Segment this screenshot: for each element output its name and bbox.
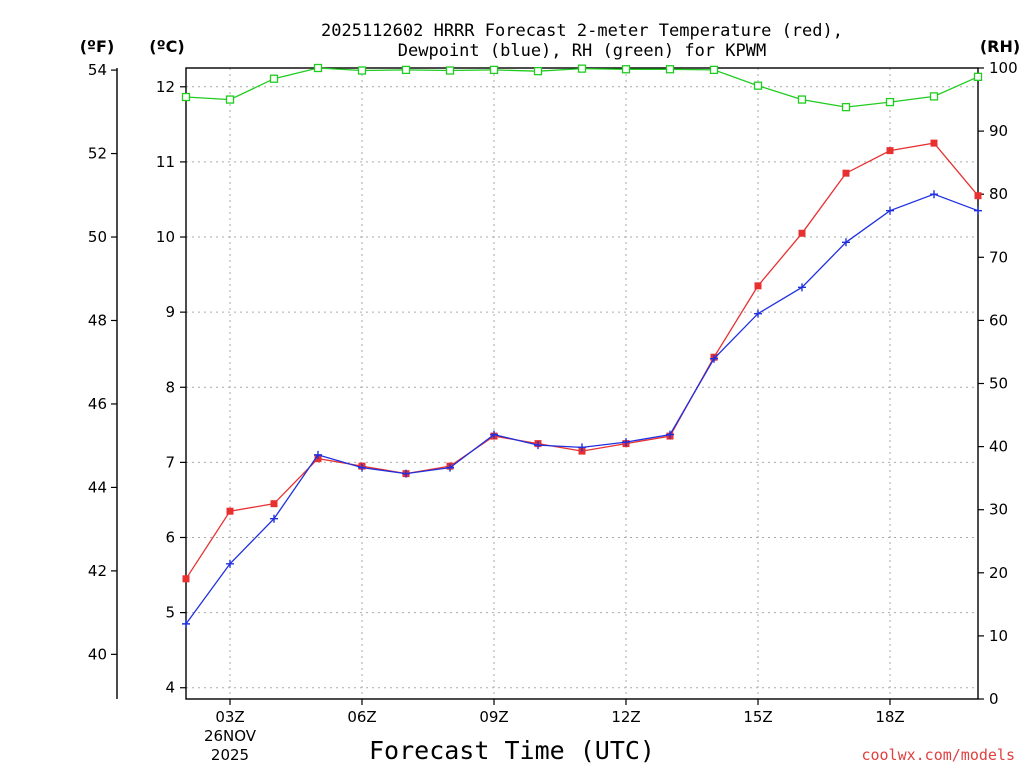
- rh-data-point: [797, 95, 807, 104]
- celsius-tick-label: 6: [165, 528, 175, 546]
- celsius-tick-label: 12: [156, 78, 175, 96]
- rh-data-point: [665, 65, 675, 74]
- rh-data-point: [269, 74, 279, 83]
- temperature-data-point: [754, 282, 762, 290]
- celsius-tick-label: 5: [165, 604, 175, 622]
- celsius-tick-label: 10: [156, 228, 175, 246]
- dewpoint-data-point: [358, 463, 366, 472]
- grid-lines: [186, 68, 978, 699]
- celsius-tick-label: 8: [165, 378, 175, 396]
- credit-text: coolwx.com/models: [861, 746, 1015, 764]
- dewpoint-data-point: [578, 443, 586, 452]
- data-series: [181, 63, 983, 628]
- celsius-tick-label: 11: [156, 153, 175, 171]
- rh-tick-label: 30: [989, 501, 1008, 519]
- dewpoint-data-point: [710, 354, 718, 363]
- dewpoint-data-point: [622, 438, 630, 447]
- fahrenheit-tick-label: 50: [88, 228, 107, 246]
- dewpoint-data-point: [226, 559, 234, 568]
- dewpoint-data-point: [798, 283, 806, 292]
- x-tick-label: 15Z: [743, 708, 772, 726]
- x-tick-label: 03Z: [215, 708, 244, 726]
- rh-data-point: [621, 65, 631, 74]
- temperature-series-line: [185, 142, 979, 580]
- x-axis-label: Forecast Time (UTC): [369, 736, 655, 765]
- x-tick-label: 18Z: [875, 708, 904, 726]
- x-tick-date: 26NOV: [204, 727, 257, 745]
- rh-data-point: [313, 63, 323, 73]
- fahrenheit-tick-label: 52: [88, 145, 107, 163]
- rh-data-point: [401, 65, 411, 75]
- rh-series-line: [185, 67, 979, 108]
- dewpoint-data-point: [182, 619, 190, 628]
- rh-data-point: [533, 67, 543, 76]
- dewpoint-data-point: [534, 441, 542, 450]
- rh-tick-label: 20: [989, 564, 1008, 582]
- dewpoint-data-point: [754, 309, 762, 318]
- rh-tick-label: 40: [989, 438, 1008, 456]
- plot-frame: [185, 67, 979, 700]
- fahrenheit-tick-label: 46: [88, 395, 107, 413]
- rh-data-point: [753, 81, 763, 90]
- rh-tick-label: 100: [989, 59, 1018, 77]
- unit-label-rh: (RH): [980, 37, 1020, 56]
- fahrenheit-tick-label: 44: [88, 478, 107, 496]
- rh-data-point: [225, 95, 235, 104]
- temperature-data-point: [974, 192, 982, 200]
- x-tick-label: 09Z: [479, 708, 508, 726]
- temperature-data-point: [886, 147, 894, 155]
- unit-label-fahrenheit: (ºF): [80, 37, 115, 56]
- temperature-data-point: [842, 169, 850, 177]
- chart-title-line2: Dewpoint (blue), RH (green) for KPWM: [398, 41, 766, 61]
- rh-data-point: [181, 92, 191, 102]
- x-tick-label: 06Z: [347, 708, 376, 726]
- temperature-data-point: [226, 507, 234, 515]
- rh-tick-label: 50: [989, 375, 1008, 393]
- rh-data-point: [929, 92, 939, 101]
- rh-tick-label: 0: [989, 690, 999, 708]
- dewpoint-data-point: [446, 463, 454, 472]
- rh-data-point: [841, 102, 851, 112]
- rh-data-point: [885, 97, 895, 107]
- rh-tick-label: 10: [989, 627, 1008, 645]
- axes: [111, 67, 984, 705]
- dewpoint-data-point: [314, 450, 322, 459]
- x-tick-label: 12Z: [611, 708, 640, 726]
- rh-tick-label: 70: [989, 248, 1008, 266]
- rh-data-point: [973, 72, 983, 81]
- chart-title-line1: 2025112602 HRRR Forecast 2-meter Tempera…: [321, 21, 843, 41]
- temperature-data-point: [182, 575, 190, 583]
- temperature-data-point: [270, 500, 278, 508]
- rh-data-point: [577, 64, 587, 73]
- dewpoint-data-point: [930, 190, 938, 199]
- dewpoint-data-point: [666, 430, 674, 439]
- x-tick-year: 2025: [211, 746, 249, 764]
- temperature-data-point: [930, 139, 938, 147]
- celsius-tick-label: 4: [165, 679, 175, 697]
- rh-data-point: [709, 65, 719, 75]
- rh-data-point: [445, 66, 455, 75]
- dewpoint-data-point: [270, 514, 278, 523]
- dewpoint-data-point: [842, 238, 850, 247]
- fahrenheit-tick-label: 42: [88, 562, 107, 580]
- temperature-data-point: [798, 229, 806, 237]
- dewpoint-data-point: [402, 469, 410, 478]
- rh-tick-label: 60: [989, 311, 1008, 329]
- unit-label-celsius: (ºC): [149, 37, 184, 56]
- celsius-tick-label: 9: [165, 303, 175, 321]
- dewpoint-data-point: [886, 206, 894, 215]
- fahrenheit-tick-label: 48: [88, 311, 107, 329]
- chart-text: 2025112602 HRRR Forecast 2-meter Tempera…: [80, 21, 1020, 765]
- rh-data-point: [357, 66, 367, 75]
- fahrenheit-tick-label: 54: [88, 61, 107, 79]
- celsius-tick-label: 7: [165, 453, 175, 471]
- rh-data-point: [489, 65, 499, 75]
- rh-tick-label: 80: [989, 185, 1008, 203]
- dewpoint-series-line: [185, 193, 979, 625]
- fahrenheit-tick-label: 40: [88, 645, 107, 663]
- rh-tick-label: 90: [989, 122, 1008, 140]
- dewpoint-data-point: [490, 430, 498, 439]
- dewpoint-data-point: [974, 206, 982, 215]
